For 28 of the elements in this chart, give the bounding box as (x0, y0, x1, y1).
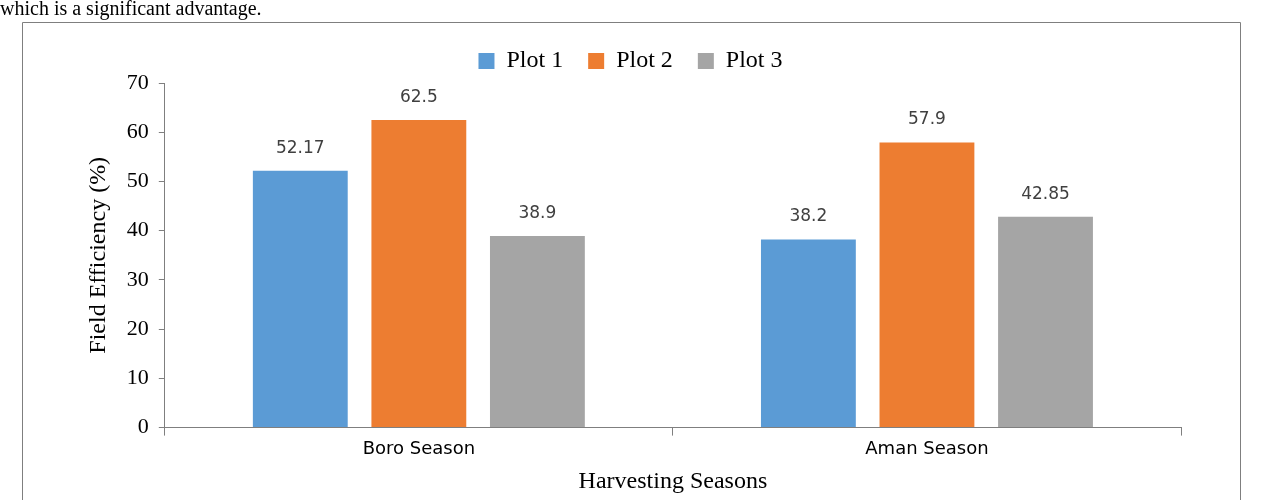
y-tick-label: 30 (126, 265, 149, 291)
text: which is a significant advantage. (0, 0, 262, 21)
bar (760, 239, 856, 428)
data-label: 62.5 (399, 85, 438, 106)
legend-label: Plot 1 (506, 46, 564, 73)
data-label: 38.2 (789, 205, 828, 226)
data-label: 38.9 (518, 202, 557, 223)
bar (489, 236, 585, 428)
x-tick-label: Boro Season (362, 437, 476, 459)
bar (371, 119, 467, 428)
bar (879, 142, 975, 428)
y-tick-label: 10 (126, 364, 149, 390)
y-tick-label: 70 (126, 68, 149, 94)
legend-label: Plot 2 (616, 46, 673, 73)
x-axis-title: Harvesting Seasons (578, 466, 768, 493)
legend-label: Plot 3 (725, 46, 783, 73)
y-tick-label: 50 (126, 167, 149, 193)
y-tick-label: 20 (126, 314, 149, 340)
bar (252, 170, 348, 428)
data-label: 42.85 (1021, 182, 1070, 203)
data-label: 52.17 (275, 136, 325, 157)
y-tick-label: 40 (126, 216, 149, 242)
y-axis-title: Field Efficiency (%) (83, 156, 110, 354)
bar (998, 216, 1093, 428)
y-tick-label: 60 (126, 118, 149, 144)
x-tick-label: Aman Season (865, 437, 989, 459)
y-tick-label: 0 (137, 413, 149, 439)
data-label: 57.9 (908, 108, 946, 129)
